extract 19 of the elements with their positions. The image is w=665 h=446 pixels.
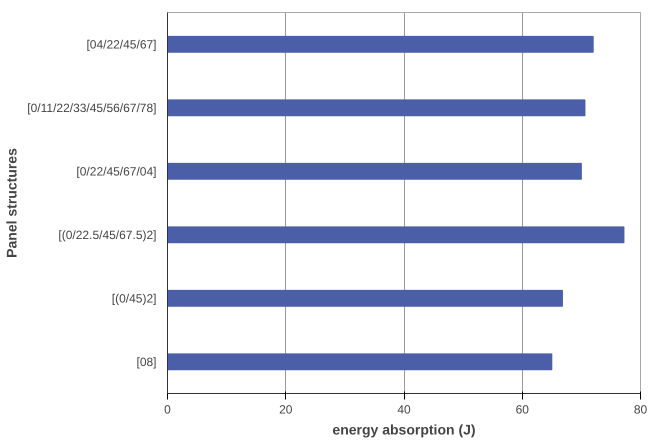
bar (168, 99, 586, 116)
x-tick-label: 60 (516, 402, 530, 416)
x-tick-label: 40 (397, 402, 411, 416)
y-tick-label: [04/22/45/67] (86, 37, 156, 52)
bar (168, 290, 563, 307)
x-tick-label: 80 (634, 402, 648, 416)
x-axis-title: energy absorption (J) (332, 422, 476, 438)
bar (168, 162, 582, 180)
y-tick-label: [0/11/22/33/45/56/67/78] (27, 100, 157, 115)
y-tick-label: [0/22/45/67/04] (76, 164, 157, 178)
y-tick-label: [(0/45)2] (112, 291, 157, 306)
x-tick-label: 20 (279, 402, 293, 416)
x-tick-label: 0 (164, 402, 172, 416)
y-tick-label: [(0/22.5/45/67.5)2] (58, 228, 157, 242)
bar (168, 226, 624, 244)
bar (168, 353, 552, 370)
bar (168, 36, 594, 53)
y-axis-title: Panel structures (3, 148, 20, 258)
y-tick-label: [08] (136, 354, 156, 369)
